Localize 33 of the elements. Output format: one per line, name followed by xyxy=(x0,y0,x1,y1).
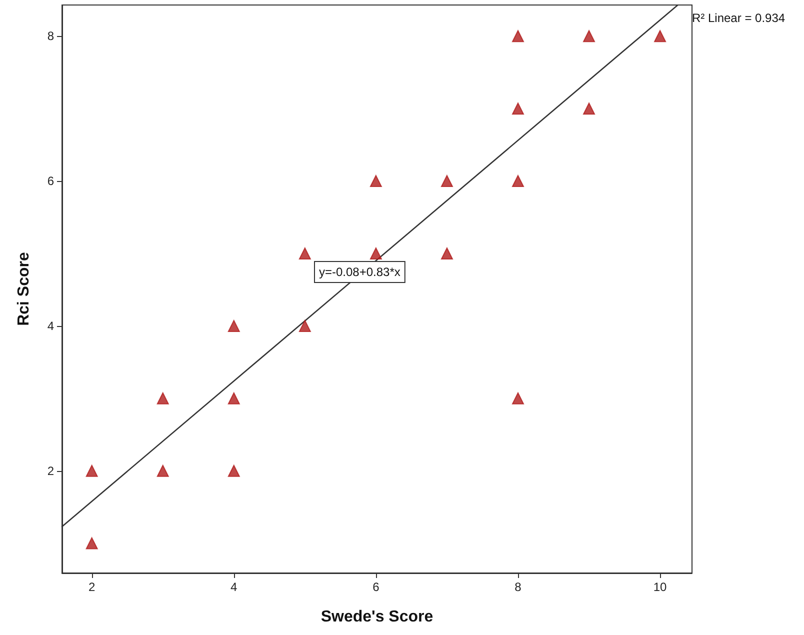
x-tick-label: 6 xyxy=(372,580,380,594)
x-tick-label: 10 xyxy=(653,580,668,594)
point xyxy=(512,102,524,115)
x-tick-label: 4 xyxy=(230,580,238,594)
point xyxy=(583,102,596,115)
y-tick-label: 8 xyxy=(47,29,54,44)
annotation: y=-0.08+0.83*x xyxy=(319,265,400,279)
point xyxy=(228,320,240,332)
point xyxy=(86,537,98,550)
y-tick-label: 2 xyxy=(47,464,54,478)
point xyxy=(512,392,524,404)
point xyxy=(156,464,169,477)
point xyxy=(156,392,169,404)
x-tick-label: 8 xyxy=(514,580,522,594)
point xyxy=(654,30,666,42)
point xyxy=(512,30,524,42)
point xyxy=(86,464,98,477)
y-tick-label: 4 xyxy=(47,318,54,333)
x-tick-label: 2 xyxy=(88,580,96,594)
point xyxy=(440,248,453,260)
x-axis-title: Swede's Score xyxy=(320,608,434,626)
point xyxy=(298,248,311,260)
y-axis-title: Rci Score xyxy=(16,252,32,326)
point xyxy=(512,175,524,188)
point xyxy=(370,175,382,188)
point xyxy=(298,320,311,332)
annotation: R² Linear = 0.934 xyxy=(692,11,786,25)
point xyxy=(583,30,596,42)
y-tick-label: 6 xyxy=(47,174,54,188)
point xyxy=(370,248,382,260)
point xyxy=(228,464,240,477)
point xyxy=(228,392,240,404)
point xyxy=(440,175,453,188)
